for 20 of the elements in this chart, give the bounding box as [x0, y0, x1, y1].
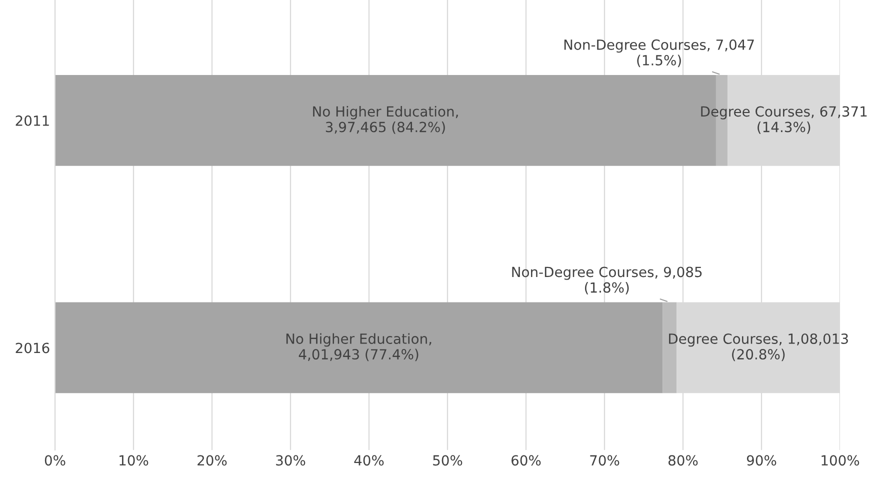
- data-label: Degree Courses, 1,08,013 (20.8%): [669, 333, 848, 362]
- y-tick-label: 2016: [16, 342, 50, 354]
- x-tick-label: 0%: [44, 455, 66, 466]
- y-tick-label: 2011: [16, 115, 49, 126]
- data-label: No Higher Education, 4,01,943 (77.4%): [286, 333, 432, 362]
- x-tick-label: 20%: [198, 455, 227, 466]
- x-tick-label: 90%: [746, 455, 776, 466]
- data-label: Non-Degree Courses, 9,085 (1.8%): [512, 266, 702, 294]
- data-label: Degree Courses, 67,371 (14.3%): [701, 106, 867, 134]
- x-tick-label: 40%: [354, 455, 384, 466]
- x-tick-label: 10%: [120, 455, 148, 466]
- data-label: No Higher Education, 3,97,465 (84.2%): [313, 106, 458, 134]
- data-label: Non-Degree Courses, 7,047 (1.5%): [564, 39, 754, 68]
- x-tick-label: 80%: [668, 455, 698, 466]
- bar: [55, 302, 663, 394]
- x-tick-label: 50%: [433, 455, 462, 466]
- x-tick-label: 100%: [822, 455, 860, 466]
- x-tick-label: 60%: [512, 455, 541, 466]
- x-tick-label: 30%: [276, 455, 306, 466]
- x-tick-label: 70%: [590, 455, 620, 466]
